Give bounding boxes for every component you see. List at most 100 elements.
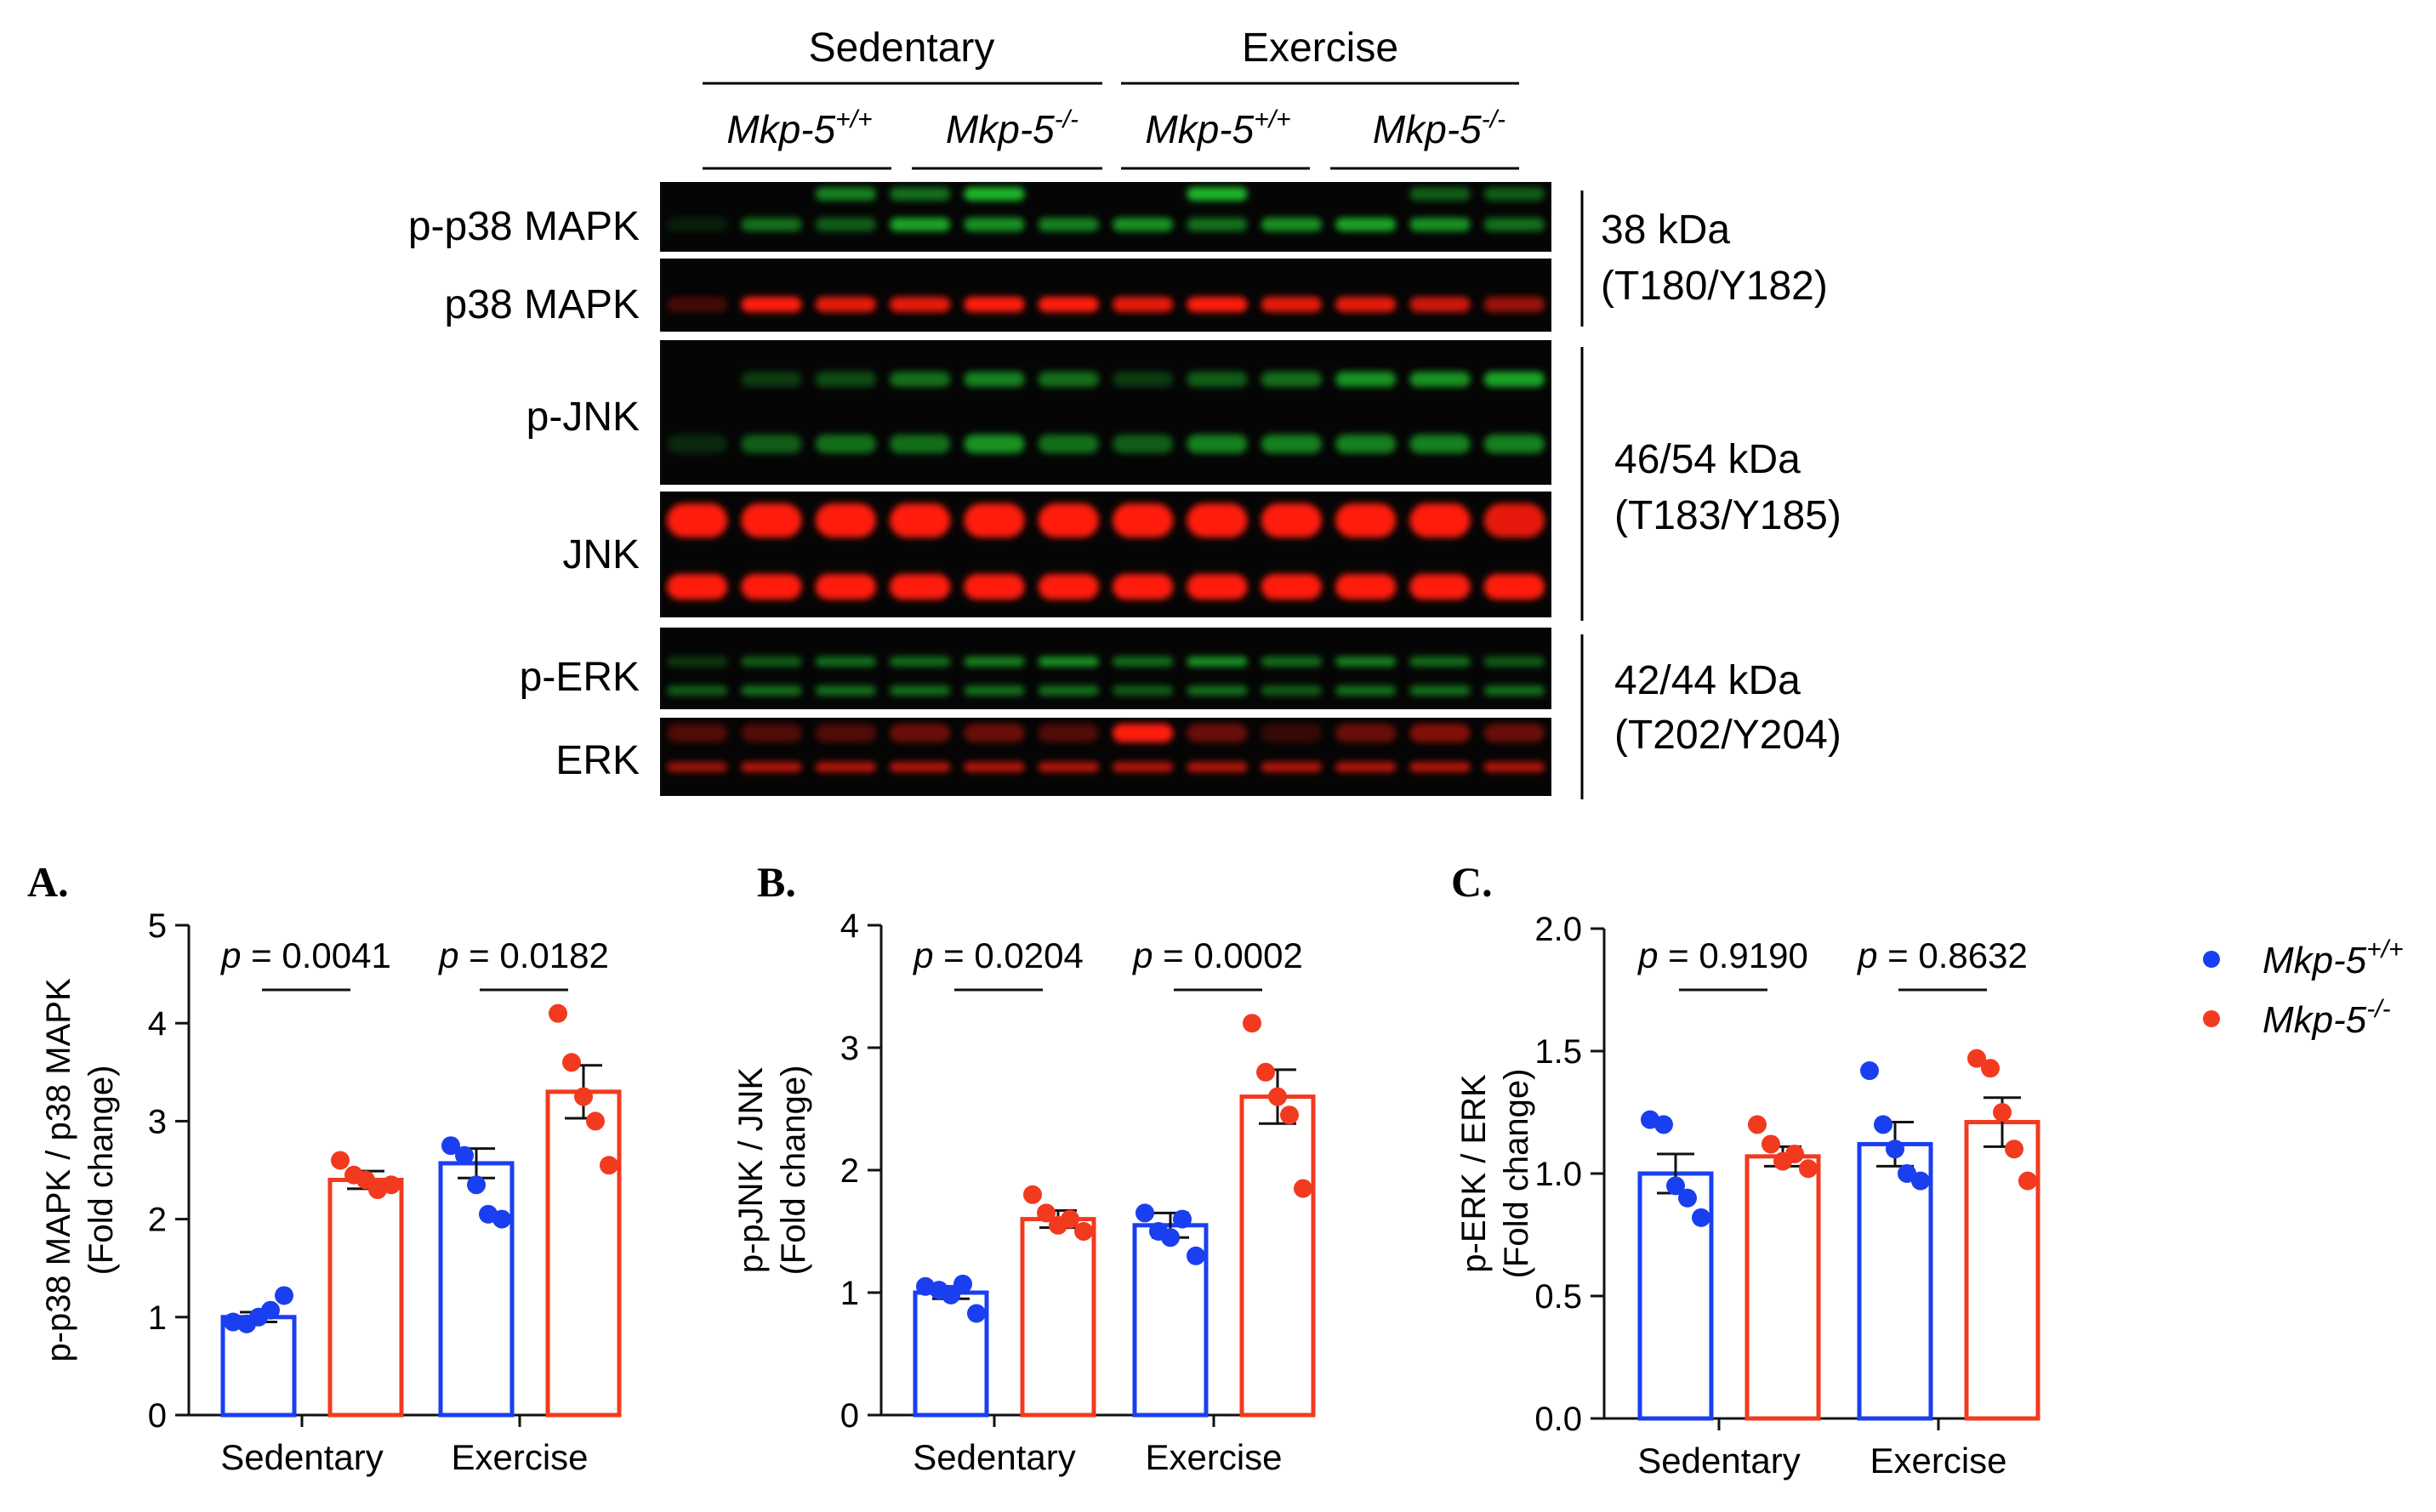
bar xyxy=(1964,1120,2040,1421)
blot-band xyxy=(1038,762,1099,772)
blot-band xyxy=(890,574,951,600)
blot-band xyxy=(1335,685,1397,696)
blot-band xyxy=(667,685,728,696)
chart-panel-b: B. 0 1 2 3 4 p-pJNK / JNK (Fold change) Sedentar… xyxy=(732,858,1316,1477)
data-point xyxy=(942,1285,960,1305)
blot-band xyxy=(1409,297,1471,312)
blot-band xyxy=(741,503,802,537)
data-point xyxy=(549,1003,567,1023)
data-point xyxy=(455,1145,474,1165)
blot-band xyxy=(1261,503,1322,537)
data-point xyxy=(1666,1176,1685,1196)
blot-band xyxy=(1483,685,1545,696)
blot-band xyxy=(1409,762,1471,772)
blot-band xyxy=(964,297,1025,312)
legend-marker-wildtype xyxy=(2203,951,2220,968)
data-point xyxy=(967,1304,986,1323)
row-label-p38: p38 MAPK xyxy=(445,282,640,327)
y-axis-label: (Fold change) xyxy=(775,1066,812,1276)
blot-band xyxy=(815,503,876,537)
blot-band xyxy=(1187,657,1248,667)
x-tick-label: Exercise xyxy=(1145,1437,1282,1477)
row-label-erk: ERK xyxy=(555,738,640,783)
data-point xyxy=(1967,1049,1986,1068)
blot-band xyxy=(1187,435,1248,453)
blot-band xyxy=(964,574,1025,600)
blot-band xyxy=(1113,372,1174,387)
data-point xyxy=(1860,1061,1879,1081)
blot-band xyxy=(1335,435,1397,453)
blot-band xyxy=(1335,762,1397,772)
legend-marker-knockout xyxy=(2203,1010,2220,1027)
blot-band xyxy=(667,762,728,772)
chart-panel-a: A. 0 1 2 3 4 5 p-p38 MAPK / p38 MAPK (Fold chang… xyxy=(27,858,622,1477)
bar xyxy=(1020,1217,1096,1418)
panel-letter: C. xyxy=(1451,858,1493,906)
blot-band xyxy=(1187,685,1248,696)
blot-band xyxy=(1038,685,1099,696)
p-value-label: p = 0.8632 xyxy=(1856,935,2028,975)
blot-band xyxy=(1261,372,1322,387)
data-point xyxy=(574,1087,593,1106)
blot-band xyxy=(1409,503,1471,537)
blot-band xyxy=(667,574,728,600)
row-label-p-p38: p-p38 MAPK xyxy=(408,204,640,249)
western-blot: Sedentary Exercise Mkp-5+/+ Mkp-5-/- Mkp… xyxy=(408,26,1841,799)
data-point xyxy=(586,1111,605,1131)
blot-band xyxy=(815,372,876,387)
row-label-p-jnk: p-JNK xyxy=(526,395,640,440)
data-point xyxy=(1243,1014,1261,1033)
data-point xyxy=(600,1156,618,1175)
p-value-label: p = 0.9190 xyxy=(1636,935,1808,975)
bar xyxy=(438,1161,515,1418)
blot-band xyxy=(1187,574,1248,600)
data-point xyxy=(1785,1144,1804,1163)
bar xyxy=(545,1089,622,1418)
blot-band xyxy=(1409,187,1471,201)
y-tick-label: 5 xyxy=(148,907,167,945)
blot-panels xyxy=(660,182,1551,796)
blot-band xyxy=(1038,503,1099,537)
x-tick-label: Sedentary xyxy=(913,1437,1075,1477)
blot-band xyxy=(1038,372,1099,387)
row-label-jnk: JNK xyxy=(562,532,640,577)
blot-band xyxy=(890,724,951,742)
blot-band xyxy=(1409,724,1471,742)
blot-band xyxy=(741,372,802,387)
blot-band xyxy=(815,297,876,312)
blot-band xyxy=(1113,685,1174,696)
blot-band xyxy=(1483,724,1545,742)
blot-band xyxy=(1113,574,1174,600)
blot-band xyxy=(741,685,802,696)
blot-panel xyxy=(660,718,1551,796)
blot-band xyxy=(1409,372,1471,387)
blot-band xyxy=(1409,435,1471,453)
x-tick-label: Exercise xyxy=(1870,1441,2006,1481)
blot-band xyxy=(741,297,802,312)
data-point xyxy=(953,1274,972,1293)
y-axis-label: p-p38 MAPK / p38 MAPK xyxy=(40,978,77,1362)
genotype-label: Mkp-5+/+ xyxy=(726,105,872,151)
blot-band xyxy=(1483,503,1545,537)
blot-band xyxy=(741,724,802,742)
blot-band xyxy=(1038,297,1099,312)
blot-band xyxy=(667,724,728,742)
genotype-label: Mkp-5-/- xyxy=(1373,105,1505,151)
blot-band xyxy=(815,187,876,201)
y-tick-label: 4 xyxy=(148,1005,167,1043)
blot-band xyxy=(815,218,876,231)
p-value-label: p = 0.0002 xyxy=(1131,935,1303,975)
blot-band xyxy=(964,218,1025,231)
blot-band xyxy=(890,218,951,231)
blot-band xyxy=(964,435,1025,453)
x-tick-label: Exercise xyxy=(451,1437,588,1477)
blot-band xyxy=(1261,685,1322,696)
data-point xyxy=(1268,1087,1287,1106)
blot-band xyxy=(1038,574,1099,600)
blot-band xyxy=(1483,187,1545,201)
group-header-sedentary: Sedentary xyxy=(809,26,995,71)
data-point xyxy=(1799,1159,1818,1179)
blot-band xyxy=(741,574,802,600)
